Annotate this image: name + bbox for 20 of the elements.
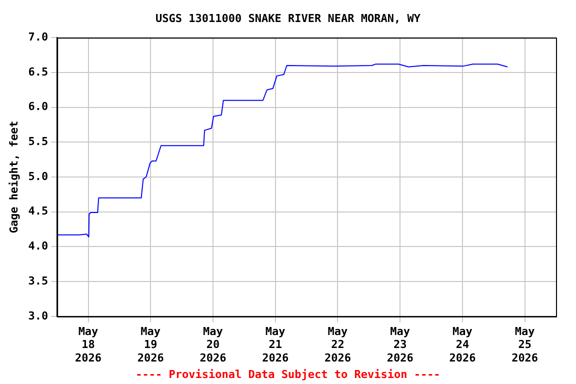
y-axis-title: Gage height, feet — [7, 120, 20, 234]
y-tick-label: 5.0 — [28, 170, 48, 183]
y-tick-label: 3.5 — [28, 274, 48, 288]
y-tick-label: 6.0 — [28, 100, 48, 114]
x-tick-label: May 18 2026 — [75, 324, 102, 364]
x-tick-label: May 24 2026 — [449, 324, 476, 364]
x-tick-label: May 25 2026 — [512, 324, 538, 364]
y-tick-label: 5.5 — [28, 135, 48, 148]
y-tick-label: 7.0 — [28, 30, 48, 44]
y-tick-label: 4.5 — [28, 204, 48, 218]
y-tick-label: 6.5 — [28, 65, 48, 78]
x-tick-label: May 20 2026 — [200, 324, 227, 364]
x-tick-label: May 22 2026 — [324, 324, 352, 364]
text: ---- Provisional Data Subject to Revision ---- — [134, 368, 442, 381]
x-tick-label: May 19 2026 — [137, 324, 164, 364]
y-tick-label: 3.0 — [28, 309, 48, 322]
x-tick-label: May 21 2026 — [262, 324, 289, 364]
x-tick-label: May 23 2026 — [386, 324, 414, 364]
chart-title: USGS 13011000 SNAKE RIVER NEAR MORAN, WY — [154, 12, 422, 25]
y-tick-label: 4.0 — [28, 240, 48, 253]
